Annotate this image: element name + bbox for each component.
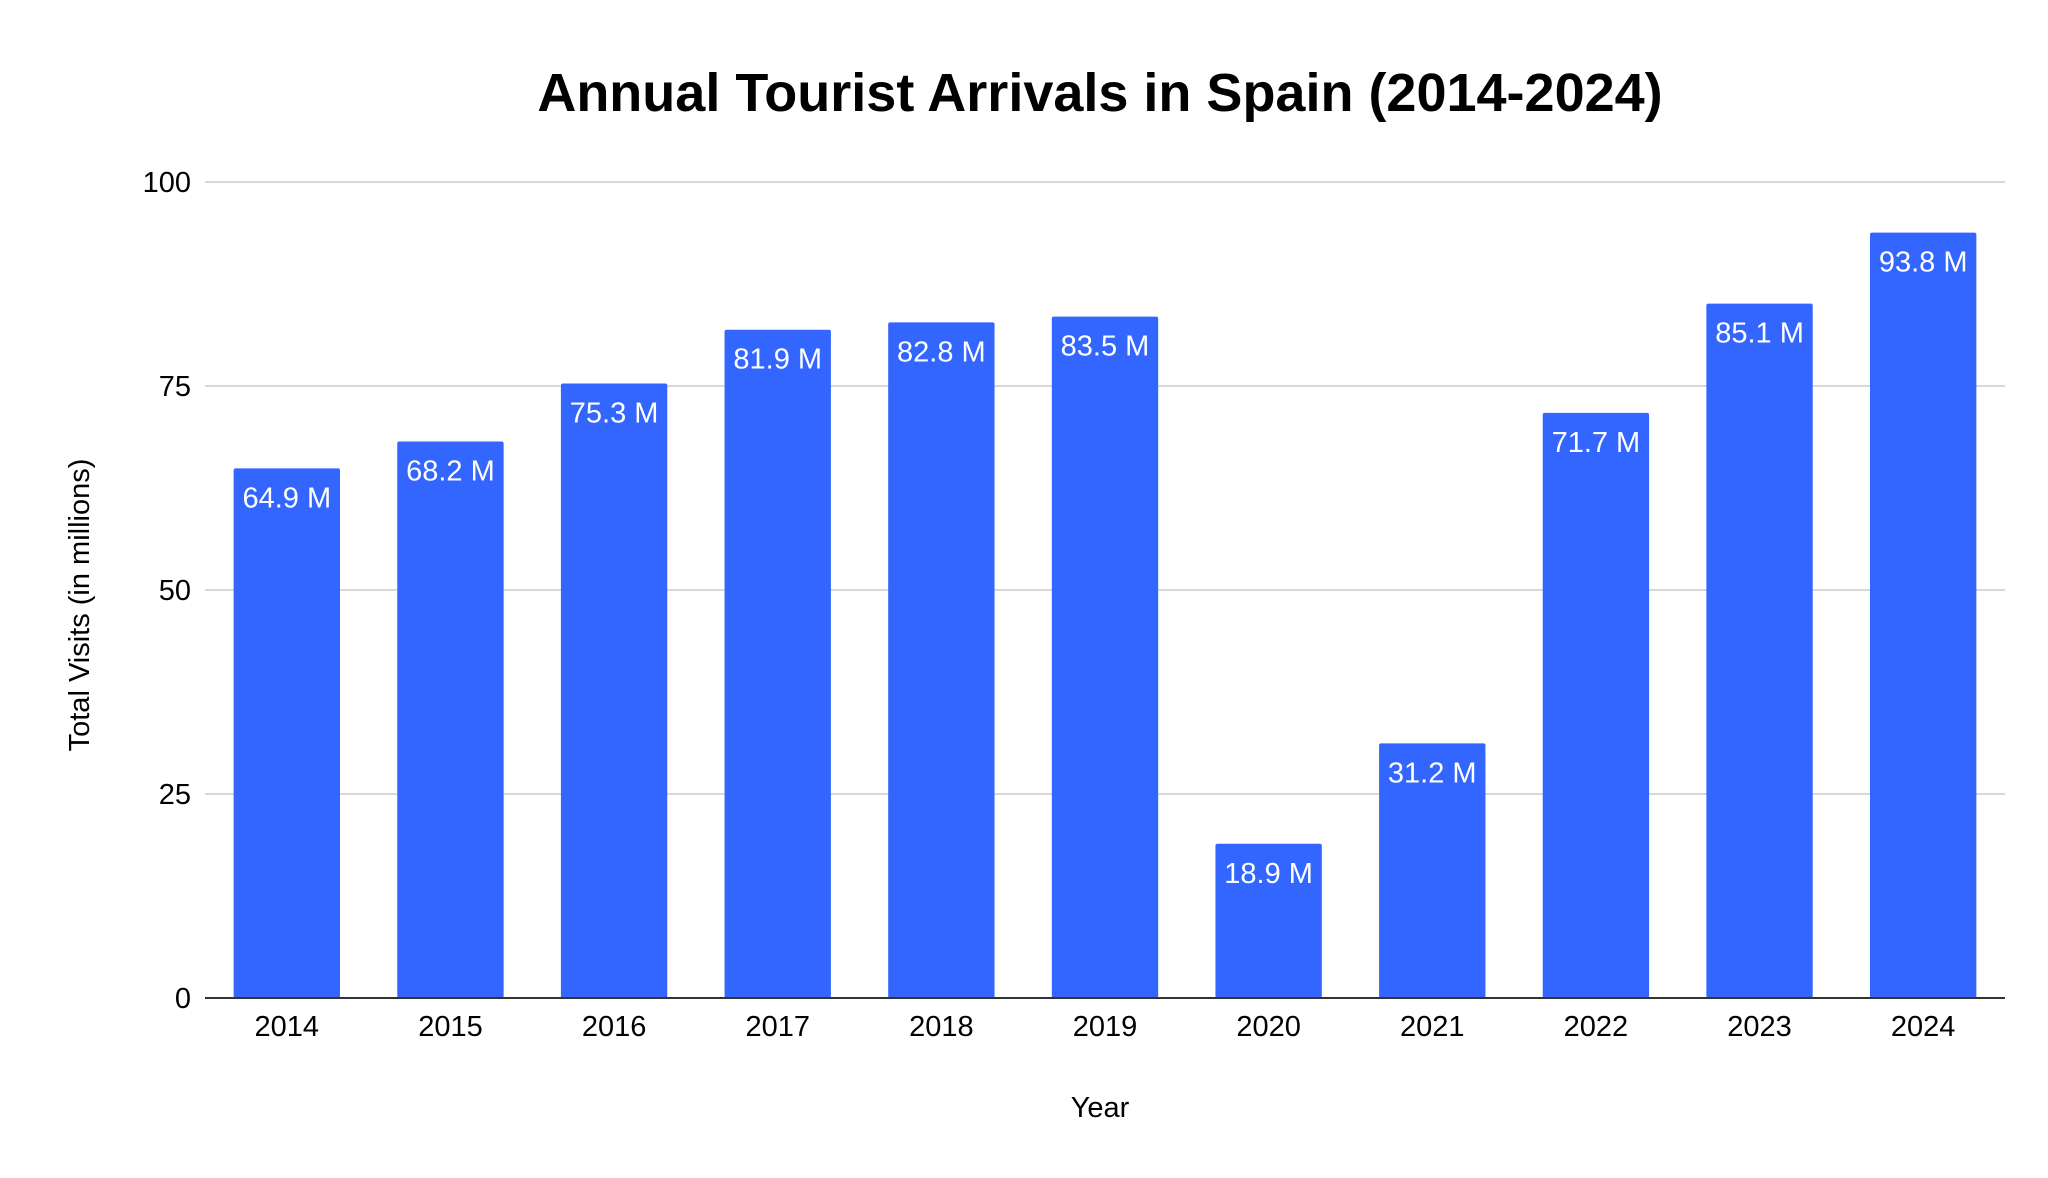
y-tick-label: 0 <box>175 983 191 1015</box>
x-tick-label: 2023 <box>1727 1011 1792 1043</box>
data-labels: 64.9 M 68.2 M 75.3 M 81.9 M 82.8 M 83.5 M 18.9… <box>242 247 1967 890</box>
y-axis-ticks: 0 25 50 75 100 <box>143 167 191 1015</box>
data-label-2016: 75.3 M <box>570 398 659 430</box>
bar-2022 <box>1542 412 1650 999</box>
chart-title: Annual Tourist Arrivals in Spain (2014-2… <box>537 63 1662 123</box>
x-axis-title: Year <box>1071 1092 1130 1124</box>
bar-2014 <box>233 468 340 998</box>
data-label-2021: 31.2 M <box>1388 757 1477 789</box>
x-axis-ticks: 2014 2015 2016 2017 2018 2019 2020 2021 2022 2023… <box>255 1011 1956 1043</box>
data-label-2020: 18.9 M <box>1224 858 1313 890</box>
data-label-2018: 82.8 M <box>897 336 986 368</box>
bars <box>233 232 1977 999</box>
y-tick-label: 25 <box>159 779 191 811</box>
x-tick-label: 2024 <box>1891 1011 1956 1043</box>
data-label-2019: 83.5 M <box>1061 331 1150 363</box>
x-tick-label: 2021 <box>1400 1011 1465 1043</box>
data-label-2024: 93.8 M <box>1879 247 1968 279</box>
bar-2017 <box>724 329 831 998</box>
bar-2015 <box>397 441 504 998</box>
x-tick-label: 2018 <box>909 1011 974 1043</box>
y-tick-label: 50 <box>159 575 191 607</box>
y-tick-label: 75 <box>159 371 191 403</box>
data-label-2023: 85.1 M <box>1715 318 1804 350</box>
bar-2018 <box>888 322 995 998</box>
x-tick-label: 2015 <box>418 1011 483 1043</box>
bar-2020 <box>1215 843 1322 998</box>
x-tick-label: 2014 <box>255 1011 320 1043</box>
data-label-2017: 81.9 M <box>733 344 822 376</box>
x-tick-label: 2022 <box>1564 1011 1629 1043</box>
x-tick-label: 2020 <box>1236 1011 1301 1043</box>
bar-2023 <box>1706 303 1813 999</box>
bar-2019 <box>1051 316 1159 998</box>
y-axis-title: Total Visits (in millions) <box>64 459 96 752</box>
data-label-2022: 71.7 M <box>1552 427 1641 459</box>
x-tick-label: 2017 <box>745 1011 810 1043</box>
x-tick-label: 2016 <box>582 1011 647 1043</box>
y-tick-label: 100 <box>143 167 191 199</box>
bar-2024 <box>1870 232 1977 999</box>
data-label-2014: 64.9 M <box>242 482 331 514</box>
data-label-2015: 68.2 M <box>406 455 495 487</box>
bar-2016 <box>560 383 668 998</box>
bar-2021 <box>1379 743 1486 998</box>
x-tick-label: 2019 <box>1073 1011 1138 1043</box>
